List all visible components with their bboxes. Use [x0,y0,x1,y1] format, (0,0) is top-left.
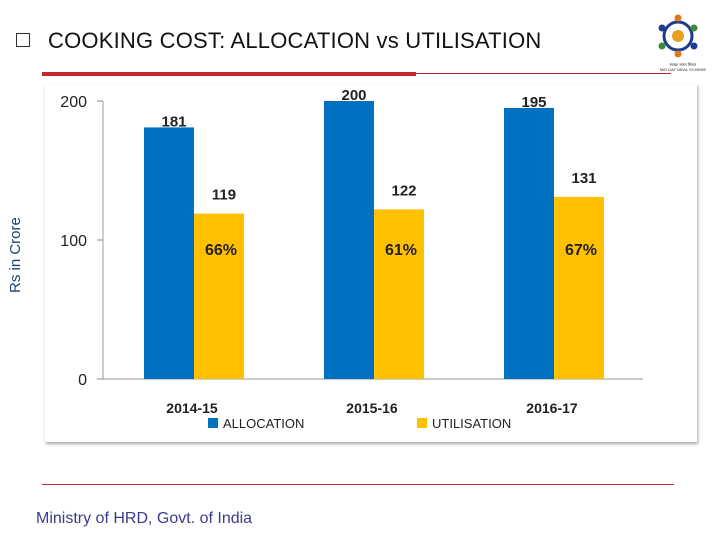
utilisation-percent-label: 66% [205,242,237,259]
bar-value-label: 195 [521,94,546,111]
x-category-label: 2014-15 [166,400,218,416]
title-underline [42,72,416,76]
bar-value-label: 122 [391,182,416,199]
y-tick-label: 0 [78,372,87,389]
utilisation-percent-label: 67% [565,242,597,259]
legend-label-allocation: ALLOCATION [223,416,304,431]
bar-value-label: 181 [161,113,186,130]
footer-text: Ministry of HRD, Govt. of India [36,510,253,527]
y-tick-label: 200 [60,94,87,111]
bar-value-label: 119 [212,187,236,204]
legend-swatch-utilisation [417,418,427,428]
legend-label-utilisation: UTILISATION [432,416,511,431]
bar-allocation-2015-16 [324,101,374,379]
bar-value-label: 200 [341,87,366,104]
utilisation-percent-label: 61% [385,242,417,259]
mdm-logo [658,14,698,58]
bar-allocation-2016-17 [504,107,554,379]
y-axis-title: Rs in Crore [7,217,24,293]
legend-swatch-allocation [208,418,218,428]
bar-allocation-2014-15 [144,127,194,379]
bar-chart: 0 100 200 181 119 66% 2014-15 200 122 61% 2015-16 1… [60,87,643,431]
footer-rule [42,484,674,485]
bar-utilisation-2015-16 [374,209,424,379]
chart-area: 0 100 200 181 119 66% 2014-15 200 122 61% 2015-16 1… [45,84,697,442]
y-tick-label: 100 [60,233,87,250]
x-category-label: 2016-17 [526,400,578,416]
bar-utilisation-2014-15 [194,213,244,379]
x-category-label: 2015-16 [346,400,398,416]
title-underline-thin [416,73,671,74]
bar-value-label: 131 [571,170,596,187]
bar-utilisation-2016-17 [554,196,604,379]
slide-title: COOKING COST: ALLOCATION vs UTILISATION [48,28,542,53]
slide-bullet-box [16,33,30,47]
logo-caption: स्वच्छ भारत मिशन MID DAY MEAL SCHEME [659,62,707,72]
